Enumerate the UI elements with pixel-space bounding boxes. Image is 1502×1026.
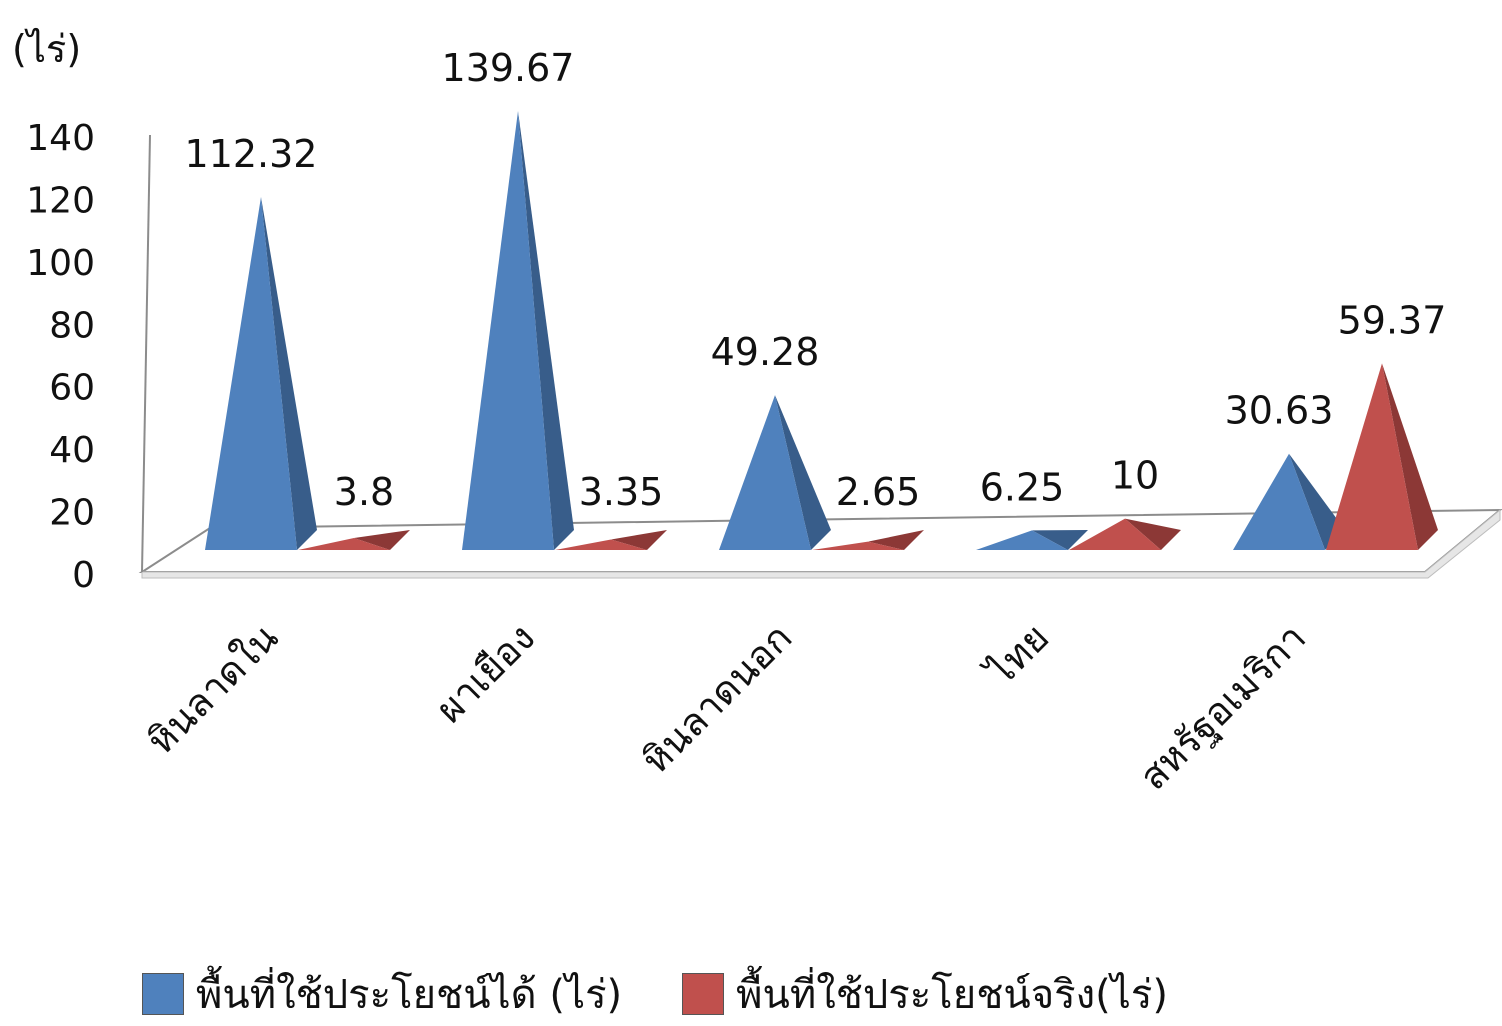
category-label: หินลาดใน [139,615,287,763]
bar-actual-0 [298,530,410,550]
category-label: หินลาดนอก [633,615,800,782]
bar-side-face [354,530,410,550]
data-label: 112.32 [185,132,318,176]
bar-usable-3 [976,530,1088,550]
bar-side-face [1289,453,1345,550]
bar-side-face [1125,518,1181,550]
y-axis-wall-line [141,134,151,573]
data-label: 3.8 [334,470,394,514]
bar-front-face [462,111,554,550]
data-label: 49.28 [711,330,820,374]
bar-front-face [1326,363,1418,550]
bar-side-face [868,530,924,550]
bar-side-face [1382,363,1438,550]
bar-front-face [555,539,647,550]
category-labels: หินลาดใน ผาเยือง หินลาดนอก ไทย สหรัฐอเมริกา [139,615,1315,799]
bar-side-face [611,530,667,550]
y-tick-label: 140 [26,118,95,159]
bar-front-face [1069,518,1161,550]
bar-side-face [261,196,317,550]
bar-side-face [1032,530,1088,550]
legend: พื้นที่ใช้ประโยชน์ได้ (ไร่) พื้นที่ใช้ปร… [142,962,1228,1026]
y-axis-unit-label: (ไร่) [12,27,81,71]
legend-swatch-usable-area [142,973,184,1015]
y-tick-label: 100 [26,243,95,284]
y-tick-label: 40 [49,430,95,471]
bar-front-face [298,538,390,550]
data-labels: 112.32 3.8 139.67 3.35 49.28 2.65 6.25 10 30.63 5… [185,46,1447,514]
bar-usable-2 [719,395,831,550]
legend-label-actual-area: พื้นที่ใช้ประโยชน์จริง(ไร่) [736,972,1168,1018]
y-axis-ticks: 0 20 40 60 80 100 120 140 [26,118,95,596]
bar-front-face [812,541,904,550]
y-tick-label: 0 [72,555,95,596]
data-label: 59.37 [1338,298,1447,342]
bar-actual-4 [1326,363,1438,550]
bar-front-face [976,530,1068,550]
data-label: 10 [1111,454,1159,498]
data-label: 2.65 [836,470,921,514]
legend-swatch-actual-area [682,973,725,1015]
data-label: 3.35 [579,470,664,514]
y-tick-label: 80 [49,305,95,346]
legend-label-usable-area: พื้นที่ใช้ประโยชน์ได้ (ไร่) [196,972,623,1018]
bar-actual-1 [555,530,667,550]
data-label: 6.25 [980,465,1065,509]
category-label: ผาเยือง [427,615,543,731]
bar-usable-1 [462,111,574,550]
bar-usable-0 [205,196,317,550]
bar-side-face [775,395,831,550]
bar-actual-3 [1069,518,1181,550]
category-label: สหรัฐอเมริกา [1131,615,1315,799]
y-tick-label: 20 [49,493,95,534]
data-label: 30.63 [1225,389,1334,433]
bar-usable-4 [1233,453,1345,550]
bars [205,111,1438,550]
bar-actual-2 [812,530,924,550]
legend-item-actual-area: พื้นที่ใช้ประโยชน์จริง(ไร่) [682,962,1168,1026]
bar-side-face [518,111,574,550]
y-tick-label: 60 [49,368,95,409]
bar-front-face [1233,453,1325,550]
category-label: ไทย [977,615,1057,695]
bar-front-face [205,196,297,550]
y-tick-label: 120 [26,180,95,221]
legend-item-usable-area: พื้นที่ใช้ประโยชน์ได้ (ไร่) [142,962,622,1026]
bar-front-face [719,395,811,550]
data-label: 139.67 [442,46,575,90]
